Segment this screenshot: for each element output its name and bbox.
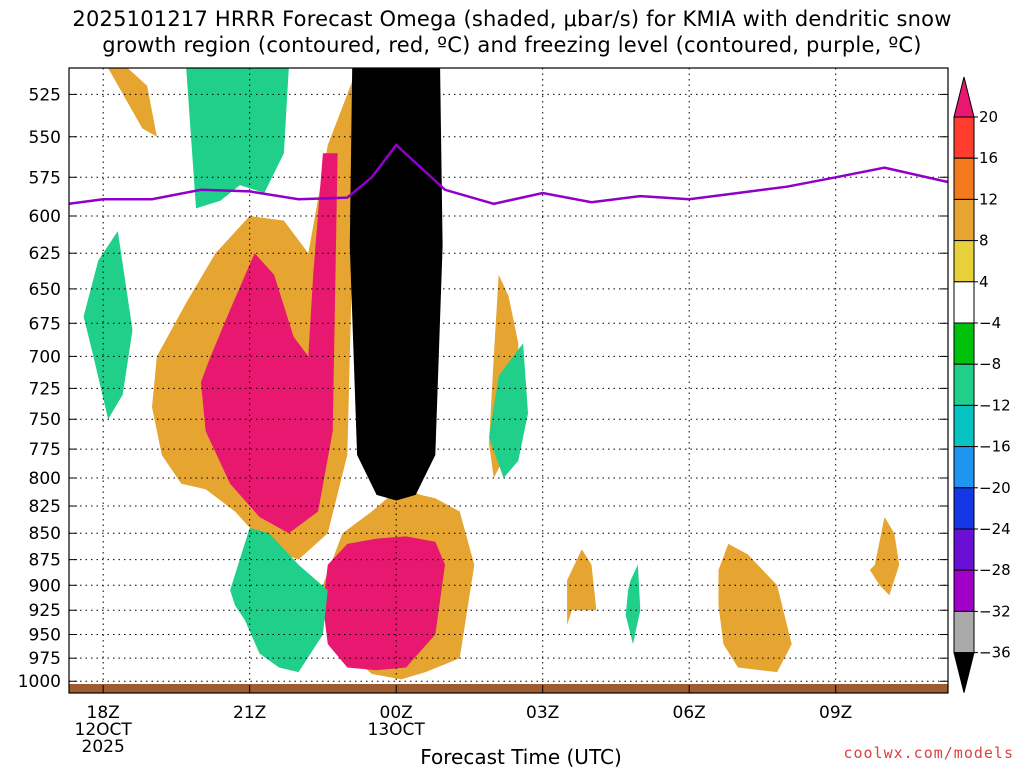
x-tick-label-00Z-0: 00Z: [380, 703, 413, 723]
pressure-axis: 525 550 575 600 625 650 675 700 725 750 775 800 825 8…: [18, 85, 948, 692]
omega-region-5: [322, 536, 445, 671]
x-tick-label-18Z-1: 12OCT: [75, 720, 133, 740]
y-tick-label-675: 675: [29, 314, 61, 334]
chart-title-line1: 2025101217 HRRR Forecast Omega (shaded, …: [72, 7, 952, 31]
colorbar-label-5: −4: [979, 314, 1001, 332]
colorbar-label-7: −12: [979, 396, 1011, 414]
y-tick-label-975: 975: [29, 649, 61, 669]
colorbar-box-4: [953, 240, 975, 283]
colorbar-box-7: [953, 363, 975, 406]
freezing-level-line: [69, 143, 948, 206]
x-tick-label-21Z-0: 21Z: [233, 703, 266, 723]
omega-region-8: [230, 527, 328, 673]
y-tick-label-1000: 1000: [18, 672, 61, 692]
omega-region-2: [108, 68, 157, 137]
omega-region-13: [718, 543, 792, 673]
y-tick-label-725: 725: [29, 379, 61, 399]
colorbar-label-13: −36: [979, 644, 1011, 662]
colorbar-label-11: −28: [979, 561, 1011, 579]
colorbar-box-10: [953, 487, 975, 530]
terrain-ground: [69, 684, 948, 693]
colorbar-box-6: [953, 322, 975, 365]
y-tick-label-925: 925: [29, 601, 61, 621]
colorbar-box-8: [953, 404, 975, 448]
colorbar-label-4: 4: [979, 273, 989, 291]
y-tick-label-700: 700: [29, 347, 61, 367]
omega-region-6: [349, 68, 443, 501]
y-tick-label-950: 950: [29, 626, 61, 646]
chart-title: 2025101217 HRRR Forecast Omega (shaded, …: [0, 6, 1024, 58]
colorbar-label-1: 16: [979, 149, 998, 167]
colorbar-box-5: [953, 281, 975, 324]
colorbar-box-9: [953, 446, 975, 489]
credit-text: coolwx.com/models: [843, 744, 1014, 762]
colorbar-box-11: [953, 528, 975, 571]
colorbar-label-10: −24: [979, 520, 1011, 538]
grid-lines: [69, 68, 948, 693]
y-tick-label-775: 775: [29, 440, 61, 460]
chart-title-line2: growth region (contoured, red, ºC) and f…: [102, 33, 922, 57]
colorbar-label-9: −20: [979, 479, 1011, 497]
y-tick-label-625: 625: [29, 244, 61, 264]
colorbar-box-13: [953, 610, 975, 654]
colorbar-box-3: [953, 198, 975, 242]
omega-region-7: [186, 68, 289, 209]
y-tick-label-525: 525: [29, 85, 61, 105]
y-tick-label-825: 825: [29, 497, 61, 517]
x-tick-label-18Z-2: 2025: [82, 737, 125, 757]
colorbar-box-1: [953, 116, 975, 159]
omega-region-4: [200, 153, 338, 534]
x-tick-label-09Z-0: 09Z: [819, 703, 852, 723]
omega-region-9: [83, 231, 133, 420]
y-tick-label-800: 800: [29, 469, 61, 489]
colorbar-arrow-bottom: [953, 652, 975, 693]
colorbar-box-12: [953, 569, 975, 612]
colorbar-label-2: 12: [979, 190, 998, 208]
x-tick-label-18Z-0: 18Z: [87, 703, 120, 723]
omega-region-10: [489, 343, 528, 478]
y-tick-label-575: 575: [29, 168, 61, 188]
omega-shading: [83, 68, 900, 680]
y-tick-label-875: 875: [29, 551, 61, 571]
plot-frame: [68, 67, 949, 694]
freezing-level-contour: [69, 143, 948, 206]
y-tick-label-650: 650: [29, 280, 61, 300]
colorbar-label-6: −8: [979, 355, 1001, 373]
omega-region-14: [869, 517, 900, 596]
colorbar-label-3: 8: [979, 232, 989, 250]
omega-region-11: [625, 564, 641, 645]
y-tick-label-550: 550: [29, 128, 61, 148]
colorbar-box-2: [953, 157, 975, 200]
y-tick-label-600: 600: [29, 207, 61, 227]
colorbar-label-8: −16: [979, 438, 1011, 456]
colorbar-label-12: −32: [979, 602, 1011, 620]
y-tick-label-900: 900: [29, 576, 61, 596]
x-tick-label-06Z-0: 06Z: [673, 703, 706, 723]
x-axis-label: Forecast Time (UTC): [420, 745, 622, 769]
colorbar-arrow-top: [953, 76, 975, 118]
colorbar: 20 16 12 8 4 −4 −8 −12 −16 −20 −24 −28 −32 −36: [953, 76, 1011, 693]
x-tick-label-00Z-1: 13OCT: [368, 720, 426, 740]
y-tick-label-850: 850: [29, 524, 61, 544]
colorbar-label-0: 20: [979, 108, 998, 126]
omega-region-12: [567, 549, 597, 625]
y-tick-label-750: 750: [29, 410, 61, 430]
x-tick-label-03Z-0: 03Z: [526, 703, 559, 723]
